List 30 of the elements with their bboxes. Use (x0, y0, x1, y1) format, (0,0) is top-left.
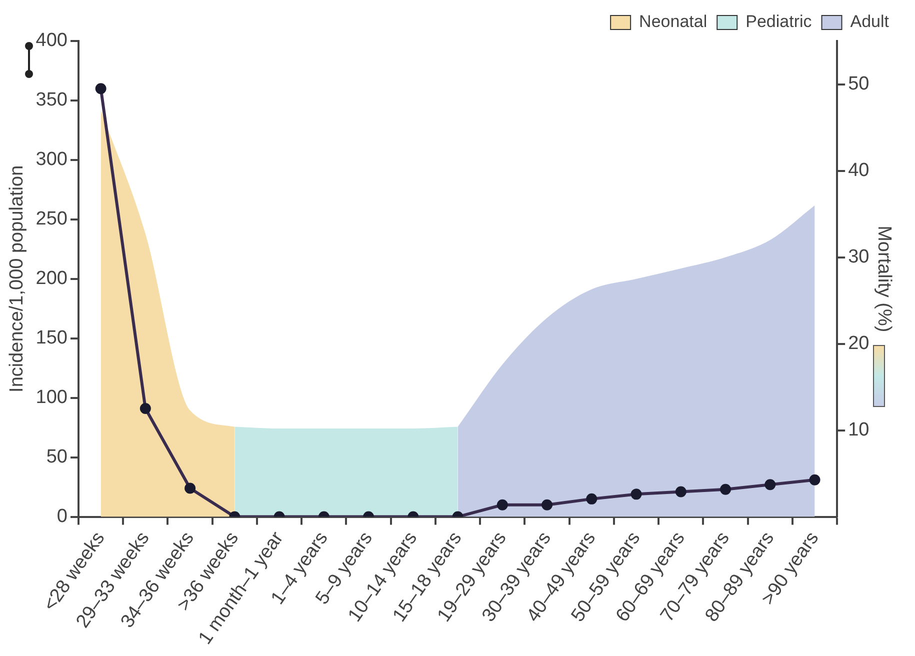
y2-tick-label: 20 (848, 333, 870, 354)
y2-tick-label: 30 (848, 246, 870, 268)
y2-tick-label: 50 (848, 73, 870, 94)
point (675, 486, 686, 498)
point (95, 83, 106, 94)
point (496, 499, 508, 510)
legend-label: Adult (850, 12, 890, 32)
y-tick-label: 350 (36, 90, 68, 111)
point (764, 479, 776, 490)
y-tick-label: 150 (36, 328, 68, 349)
y-tick-label: 250 (36, 208, 68, 230)
legend-label: Neonatal (639, 12, 708, 32)
y-axis-title: Incidence/1,000 population (6, 165, 28, 392)
y2-tick-label: 10 (848, 420, 870, 441)
point (720, 484, 732, 495)
y-tick-label: 200 (36, 268, 68, 290)
y-tick-label: 50 (46, 446, 68, 468)
point (542, 499, 553, 510)
point (809, 474, 820, 486)
point (140, 403, 151, 414)
y-tick-label: 0 (56, 506, 68, 528)
y-tick-label: 100 (36, 387, 68, 408)
point (184, 482, 196, 494)
point (630, 488, 642, 500)
point (586, 493, 598, 504)
y-tick-label: 400 (36, 30, 68, 52)
y2-tick-label: 40 (848, 160, 870, 181)
y-tick-label: 300 (36, 149, 68, 170)
y2-axis-title: Mortality (%) (873, 226, 894, 332)
legend-label: Pediatric (746, 12, 812, 32)
